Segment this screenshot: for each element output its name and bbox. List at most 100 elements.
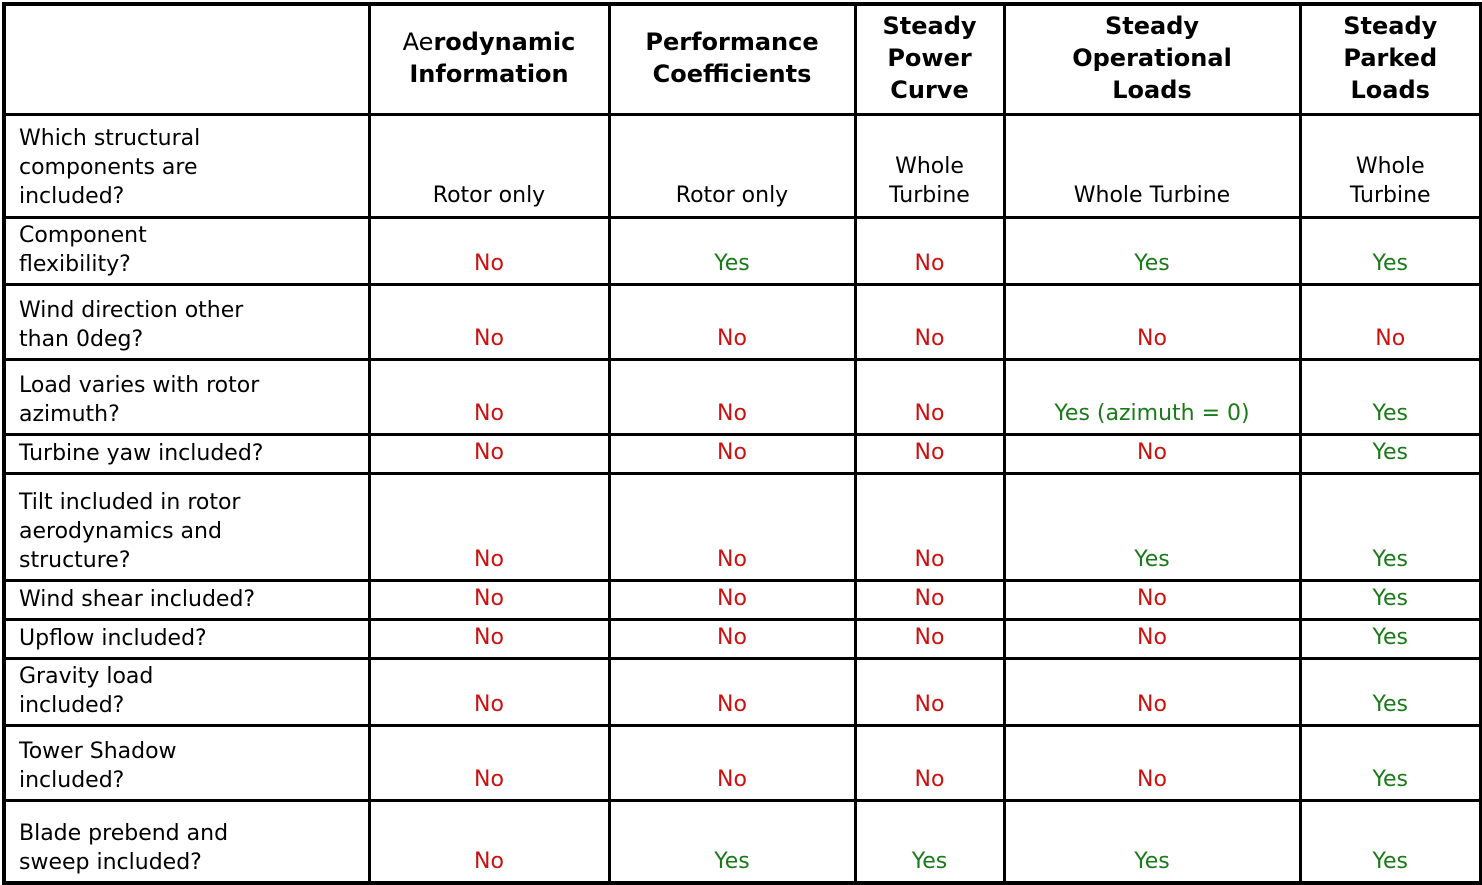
value-cell: No (853, 723, 1006, 802)
table-row: Tower Shadow included? No No No No Yes (2, 723, 1482, 802)
value-text: Yes (azimuth = 0) (1054, 400, 1250, 426)
value-text: Whole Turbine (1349, 154, 1431, 209)
value-text: No (717, 766, 747, 792)
value-cell: No (853, 656, 1006, 727)
value-cell: Yes (607, 798, 857, 885)
column-header-text: Ae (402, 28, 434, 57)
value-text: No (474, 250, 504, 276)
value-text: Yes (1372, 691, 1408, 717)
value-cell: No (607, 282, 857, 361)
value-cell: No (1298, 282, 1482, 361)
value-cell: Yes (1298, 215, 1482, 286)
value-cell: No (1002, 617, 1302, 660)
table-row: Turbine yaw included? No No No No Yes (2, 432, 1482, 475)
value-cell: No (607, 471, 857, 582)
value-cell: No (367, 617, 611, 660)
table-row: Component flexibility? No Yes No Yes Yes (2, 215, 1482, 286)
value-text: No (474, 585, 504, 611)
header-row: Aerodynamic Information Performance Coef… (2, 2, 1482, 116)
value-cell: No (367, 578, 611, 621)
value-cell: Yes (azimuth = 0) (1002, 357, 1302, 436)
value-text: No (1137, 766, 1167, 792)
value-text: No (474, 766, 504, 792)
value-cell: No (367, 656, 611, 727)
value-text: No (717, 546, 747, 572)
value-text: No (717, 585, 747, 611)
value-cell: No (367, 471, 611, 582)
value-cell: No (1002, 723, 1302, 802)
value-text: No (914, 325, 945, 351)
value-text: No (914, 766, 945, 792)
value-cell: Yes (1298, 798, 1482, 885)
value-cell: No (853, 432, 1006, 475)
value-cell: No (1002, 432, 1302, 475)
column-header-performance-coefficients: Performance Coefficients (607, 2, 857, 116)
row-label: Tower Shadow included? (2, 723, 371, 802)
table-row: Upflow included? No No No No Yes (2, 617, 1482, 660)
value-cell: No (367, 798, 611, 885)
table-row: Gravity load included? No No No No Yes (2, 656, 1482, 727)
value-cell: Yes (1298, 578, 1482, 621)
value-cell: Whole Turbine (1298, 112, 1482, 219)
value-text: No (717, 439, 747, 465)
value-cell: Whole Turbine (1002, 112, 1302, 219)
value-cell: Yes (1298, 617, 1482, 660)
value-cell: No (853, 282, 1006, 361)
value-text: No (474, 849, 504, 875)
value-text: Rotor only (432, 183, 546, 209)
row-label: Gravity load included? (2, 656, 371, 727)
column-header-steady-operational-loads: Steady Operational Loads (1002, 2, 1302, 116)
value-text: Yes (1372, 585, 1408, 611)
value-cell: No (367, 215, 611, 286)
value-cell: No (367, 282, 611, 361)
row-label: Component flexibility? (2, 215, 371, 286)
value-cell: No (367, 357, 611, 436)
column-header-steady-power-curve: Steady Power Curve (853, 2, 1006, 116)
value-cell: No (607, 656, 857, 727)
value-text: No (474, 624, 504, 650)
value-text: No (1375, 325, 1406, 351)
value-text: No (717, 624, 747, 650)
value-cell: Yes (1298, 656, 1482, 727)
value-text: No (474, 325, 504, 351)
value-text: No (1137, 624, 1167, 650)
value-text: No (1137, 585, 1167, 611)
value-cell: No (1002, 578, 1302, 621)
table-row: Blade prebend and sweep included? No Yes… (2, 798, 1482, 885)
value-cell: Yes (1298, 723, 1482, 802)
value-text: No (914, 691, 945, 717)
value-cell: Yes (1298, 432, 1482, 475)
value-cell: No (853, 471, 1006, 582)
value-cell: No (607, 357, 857, 436)
column-header-aerodynamic-information: Aerodynamic Information (367, 2, 611, 116)
column-header-text: rodynamic Information (409, 28, 576, 89)
value-text: Yes (1134, 250, 1170, 276)
value-cell: Yes (1298, 357, 1482, 436)
row-label: Load varies with rotor azimuth? (2, 357, 371, 436)
value-cell: Rotor only (607, 112, 857, 219)
value-text: No (717, 400, 747, 426)
value-text: No (474, 546, 504, 572)
value-text: Yes (714, 250, 750, 276)
value-cell: Yes (1298, 471, 1482, 582)
value-cell: No (853, 357, 1006, 436)
value-text: Whole Turbine (889, 154, 970, 209)
table-row: Wind shear included? No No No No Yes (2, 578, 1482, 621)
value-text: No (914, 400, 945, 426)
value-text: Yes (1134, 849, 1170, 875)
value-text: No (914, 585, 945, 611)
value-cell: Rotor only (367, 112, 611, 219)
column-header-steady-parked-loads: Steady Parked Loads (1298, 2, 1482, 116)
row-label: Blade prebend and sweep included? (2, 798, 371, 885)
value-text: Yes (714, 849, 750, 875)
value-text: Whole Turbine (1073, 183, 1231, 209)
value-text: Yes (1134, 546, 1170, 572)
value-text: No (717, 325, 747, 351)
value-text: Rotor only (675, 183, 789, 209)
value-text: No (1137, 439, 1167, 465)
value-text: No (914, 546, 945, 572)
value-text: No (914, 250, 945, 276)
value-cell: No (367, 432, 611, 475)
row-label: Turbine yaw included? (2, 432, 371, 475)
